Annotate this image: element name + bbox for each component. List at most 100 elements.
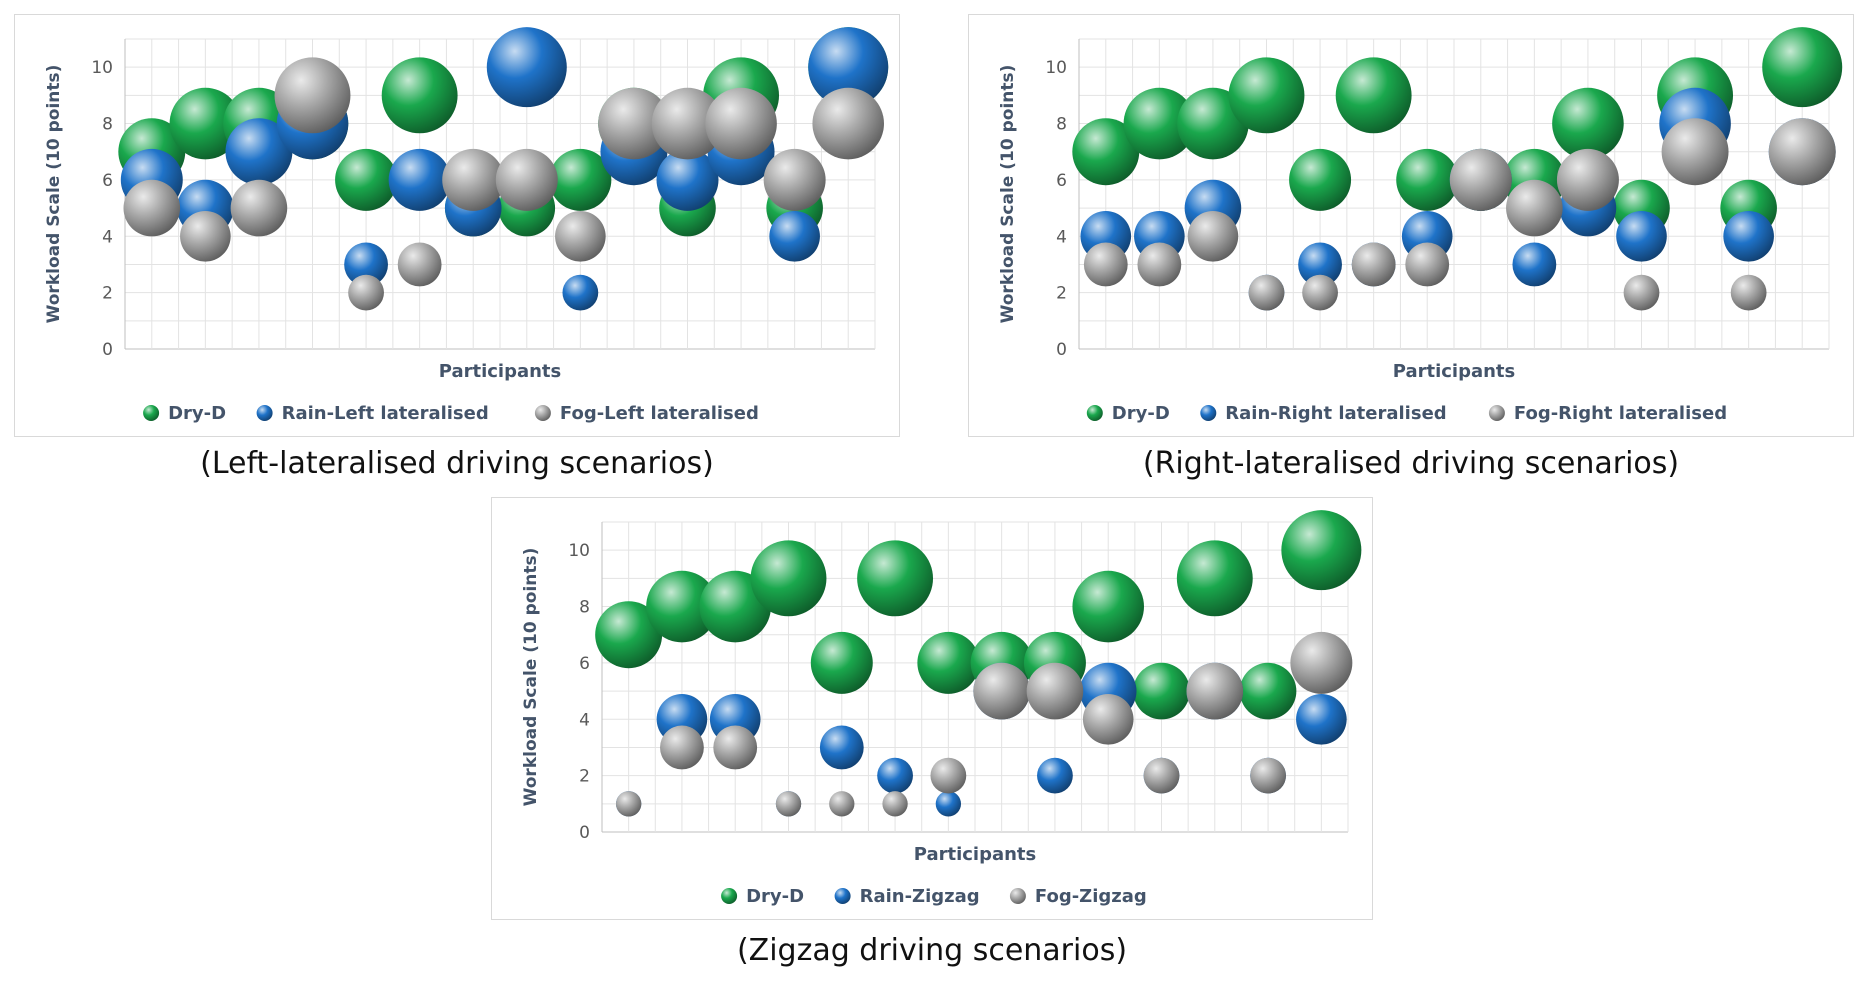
bubble-point	[1405, 242, 1450, 287]
bubble-point	[819, 725, 864, 770]
bubble-point	[1290, 631, 1353, 694]
bubble-point	[555, 210, 606, 262]
legend-entry: Fog-Left lateralised	[560, 403, 759, 424]
bubble-point	[935, 791, 962, 817]
chart-left-lateralised: 0 2 4 6 8 10 Workload Scale (10 points) Partici…	[14, 14, 900, 437]
bubble-point	[1616, 210, 1667, 262]
chart-svg: 0 2 4 6 8 10 Workload Scale (10 points) Partici…	[521, 510, 1362, 907]
caption-zigzag: (Zigzag driving scenarios)	[736, 933, 1128, 968]
bubble-point	[1449, 148, 1512, 211]
bubble-point	[180, 210, 231, 262]
bubble-point	[1072, 570, 1144, 643]
bubble-point	[1351, 242, 1396, 287]
bubble-point	[397, 242, 442, 287]
bubble-point	[829, 791, 855, 817]
bubble-point	[169, 87, 242, 160]
chart-right-lateralised: 0 2 4 6 8 10 Workload Scale (10 points) Partici…	[968, 14, 1854, 437]
bubble-point	[1289, 148, 1352, 211]
caption-left-lateralised: (Left-lateralised driving scenarios)	[200, 446, 714, 481]
legend-entry: Fog-Zigzag	[1035, 886, 1147, 907]
y-tick-label: 4	[102, 227, 113, 247]
series-2	[123, 57, 884, 311]
y-tick-label: 2	[579, 767, 590, 787]
bubble-point	[486, 27, 567, 108]
bubble-point	[1335, 57, 1412, 134]
y-tick-label: 6	[579, 654, 590, 674]
bubble-point	[1281, 510, 1362, 591]
bubble-point	[1187, 210, 1239, 262]
bubble-point	[1133, 662, 1190, 720]
bubble-point	[750, 540, 827, 617]
bubble-point	[1506, 179, 1563, 237]
bubble-point	[1296, 693, 1347, 745]
bubble-point	[225, 118, 293, 186]
bubble-point	[812, 87, 884, 160]
caption-right-lateralised: (Right-lateralised driving scenarios)	[1142, 446, 1680, 481]
bubble-point	[1137, 242, 1182, 287]
legend: Dry-D Rain-Left lateralised Fog-Left later…	[143, 403, 759, 424]
bubble-point	[973, 662, 1030, 720]
bubble-point	[1026, 662, 1084, 720]
y-tick-label: 2	[102, 284, 113, 304]
x-axis-label: Participants	[1393, 361, 1516, 382]
bubble-point	[646, 570, 718, 643]
bubble-point	[656, 148, 719, 211]
bubble-point	[598, 87, 670, 160]
bubble-point	[1768, 118, 1836, 186]
y-tick-label: 2	[1056, 284, 1067, 304]
bubble-point	[1723, 210, 1774, 262]
y-tick-label: 8	[102, 115, 113, 135]
y-axis-label: Workload Scale (10 points)	[521, 548, 541, 807]
bubble-point	[1176, 540, 1253, 617]
legend-entry: Dry-D	[1112, 403, 1170, 424]
bubble-point	[344, 242, 388, 287]
legend-marker	[143, 405, 160, 421]
bubble-point	[230, 179, 288, 237]
bubble-point	[495, 148, 558, 211]
legend-marker	[1009, 888, 1026, 904]
chart-zigzag: 0 2 4 6 8 10 Workload Scale (10 points) Partici…	[491, 497, 1373, 920]
bubble-point	[388, 148, 451, 211]
bubble-point	[335, 148, 398, 211]
bubble-point	[810, 631, 873, 694]
y-tick-label: 10	[568, 541, 590, 561]
bubble-point	[1396, 148, 1459, 211]
bubble-point	[549, 148, 612, 211]
bubble-point	[1298, 242, 1342, 287]
bubble-point	[274, 57, 351, 134]
legend-entry: Dry-D	[746, 886, 804, 907]
legend-marker	[1200, 405, 1217, 421]
bubble-point	[1552, 87, 1624, 160]
bubble-point	[763, 148, 826, 211]
bubble-point	[808, 27, 889, 108]
legend-entry: Rain-Right lateralised	[1225, 403, 1446, 424]
legend-entry: Fog-Right lateralised	[1514, 403, 1727, 424]
y-tick-label: 0	[579, 823, 590, 843]
chart-svg: 0 2 4 6 8 10 Workload Scale (10 points) Partici…	[44, 27, 889, 424]
bubble-point	[705, 87, 777, 160]
bubble-point	[1239, 662, 1297, 720]
bubble-point	[660, 725, 704, 770]
legend-entry: Rain-Left lateralised	[282, 403, 489, 424]
bubble-point	[882, 791, 908, 817]
bubble-point	[381, 57, 458, 134]
bubble-point	[442, 148, 505, 211]
legend-entry: Rain-Zigzag	[860, 886, 980, 907]
legend: Dry-D Rain-Zigzag Fog-Zigzag	[721, 886, 1147, 907]
bubble-point	[1250, 757, 1286, 794]
y-tick-label: 6	[102, 171, 113, 191]
y-axis-label: Workload Scale (10 points)	[998, 65, 1018, 324]
y-tick-label: 4	[579, 710, 590, 730]
bubble-point	[1037, 757, 1073, 794]
x-axis-label: Participants	[439, 361, 562, 382]
bubble-point	[769, 210, 820, 262]
bubble-point	[562, 274, 599, 311]
y-tick-label: 0	[102, 340, 113, 360]
bubble-point	[1083, 242, 1128, 287]
bubble-point	[930, 757, 967, 794]
bubble-point	[1186, 662, 1244, 720]
bubble-point	[775, 791, 802, 817]
bubble-point	[857, 540, 934, 617]
bubble-point	[1512, 242, 1557, 287]
bubble-point	[1762, 27, 1843, 108]
